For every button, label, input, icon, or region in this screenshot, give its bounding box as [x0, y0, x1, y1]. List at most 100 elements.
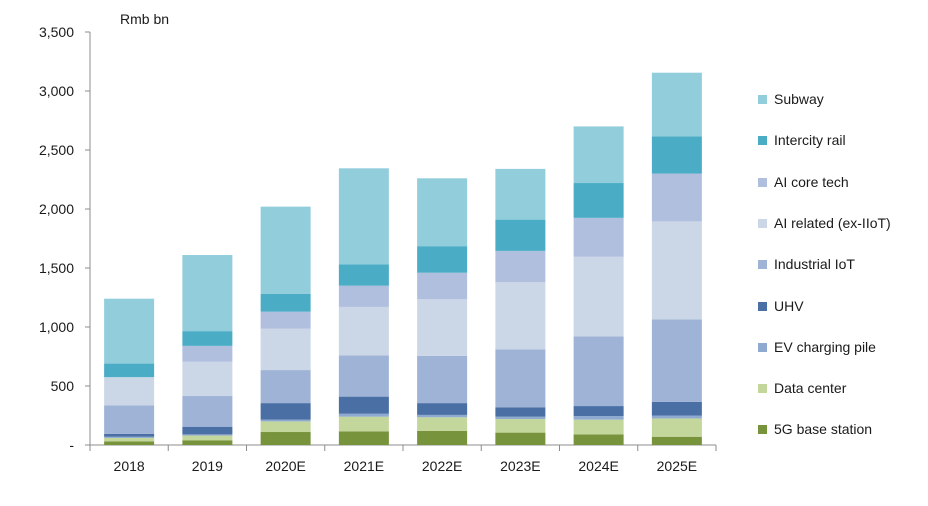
bar-segment [260, 419, 311, 422]
bar-segment [260, 206, 311, 294]
bar-segment [338, 413, 389, 417]
bar-segment [651, 173, 702, 222]
x-tick-label: 2024E [578, 458, 618, 474]
y-tick-label: 2,000 [39, 201, 74, 217]
bar-segment [417, 178, 468, 247]
legend-item: Industrial IoT [758, 255, 904, 273]
bar-segment [495, 419, 546, 433]
bar-segment [495, 219, 546, 251]
y-tick-label: 1,000 [39, 319, 74, 335]
bar-segment [651, 436, 702, 445]
y-tick-label: 3,000 [39, 83, 74, 99]
bar-segment [260, 328, 311, 371]
bar-segment [495, 432, 546, 445]
bar-segment [104, 437, 155, 442]
legend-label: AI core tech [774, 173, 849, 190]
legend-item: EV charging pile [758, 338, 904, 356]
x-tick-label: 2019 [192, 458, 223, 474]
bar-segment [651, 136, 702, 174]
legend-label: AI related (ex-IIoT) [774, 214, 891, 231]
x-tick-label: 2018 [114, 458, 145, 474]
bar-segment [495, 416, 546, 420]
legend-label: EV charging pile [774, 338, 876, 355]
bar-segment [260, 421, 311, 433]
bar-segment [338, 306, 389, 356]
bar-segment [495, 168, 546, 220]
legend-item: Subway [758, 90, 904, 108]
bar-segment [260, 370, 311, 404]
bars [104, 72, 702, 445]
bar-segment [182, 255, 233, 332]
bar-segment [495, 349, 546, 408]
bar-segment [573, 406, 624, 417]
bar-segment [573, 434, 624, 445]
bar-segment [417, 355, 468, 404]
x-tick-label: 2021E [344, 458, 384, 474]
bar-segment [182, 396, 233, 427]
legend-label: Industrial IoT [774, 256, 855, 273]
y-tick-label: 3,500 [39, 24, 74, 40]
bar-segment [573, 419, 624, 435]
legend-item: 5G base station [758, 420, 904, 438]
legend-swatch [758, 301, 767, 311]
legend-item: Intercity rail [758, 131, 904, 149]
legend-swatch [758, 177, 767, 187]
bar-segment [417, 403, 468, 415]
bar-segment [104, 436, 155, 438]
legend-item: AI core tech [758, 173, 904, 191]
legend-swatch [758, 95, 767, 104]
bar-segment [104, 377, 155, 406]
bar-segment [338, 264, 389, 286]
bar-segment [417, 414, 468, 418]
y-tick-label: 1,500 [39, 260, 74, 276]
bar-segment [182, 435, 233, 441]
bar-segment [338, 416, 389, 432]
bar-segment [417, 417, 468, 431]
legend-item: Data center [758, 379, 904, 397]
y-axis: - 500 1,000 1,500 2,000 2,500 3,000 3,500 [39, 24, 91, 453]
bar-segment [573, 336, 624, 407]
bar-segment [495, 282, 546, 350]
bar-segment [182, 440, 233, 445]
y-tick-label: 500 [51, 378, 75, 394]
bar-segment [104, 405, 155, 434]
bar-segment [417, 246, 468, 273]
bar-segment [651, 401, 702, 416]
bar-segment [104, 433, 155, 437]
legend-label: 5G base station [774, 421, 873, 438]
bar-segment [338, 285, 389, 307]
bar-segment [182, 345, 233, 362]
bar-segment [338, 355, 389, 397]
bar-segment [573, 256, 624, 337]
bar-segment [573, 217, 624, 257]
x-tick-label: 2020E [265, 458, 305, 474]
x-axis: 2018 2019 2020E 2021E 2022E 2023E 2024E 2025E [89, 444, 717, 474]
legend-item: UHV [758, 297, 904, 315]
bar-segment [104, 441, 155, 445]
bar-segment [417, 272, 468, 300]
bar-segment [651, 221, 702, 320]
bar-segment [573, 126, 624, 184]
bar-segment [182, 426, 233, 435]
bar-segment [260, 311, 311, 329]
legend-swatch [758, 136, 767, 146]
bar-segment [104, 363, 155, 378]
legend-swatch [758, 218, 767, 228]
bar-segment [651, 72, 702, 137]
legend-label: Intercity rail [774, 132, 846, 149]
bar-segment [182, 331, 233, 346]
bar-segment [260, 432, 311, 445]
bar-segment [417, 430, 468, 445]
bar-segment [573, 183, 624, 218]
x-tick-label: 2022E [422, 458, 462, 474]
legend-item: AI related (ex-IIoT) [758, 214, 904, 232]
x-tick-label: 2023E [500, 458, 540, 474]
bar-segment [104, 298, 155, 364]
bar-segment [182, 361, 233, 397]
bar-segment [651, 415, 702, 419]
unit-label: Rmb bn [120, 11, 169, 27]
legend-swatch [758, 260, 767, 270]
bar-segment [495, 250, 546, 283]
bar-segment [338, 168, 389, 265]
legend-label: Subway [774, 91, 824, 107]
